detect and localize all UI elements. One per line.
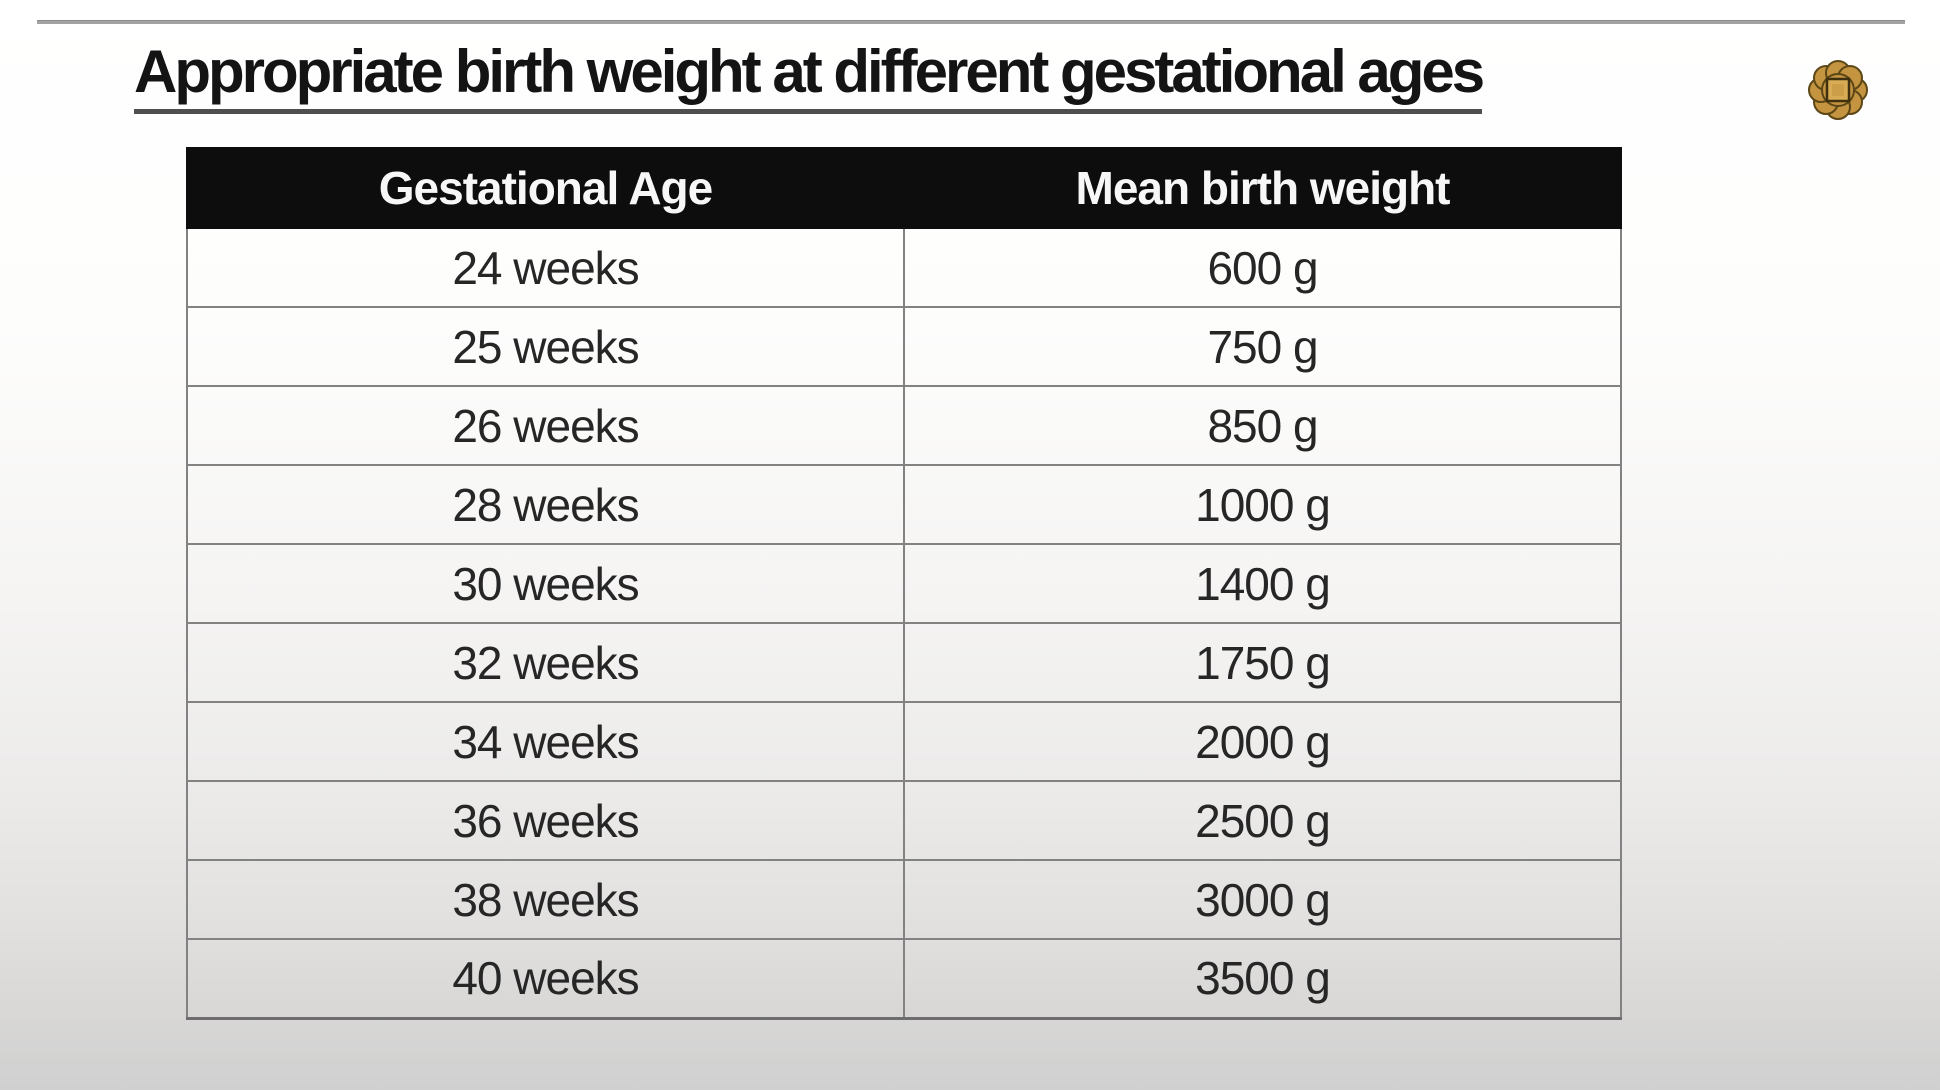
table-row: 30 weeks 1400 g — [186, 543, 1622, 624]
mean-weight-cell: 2000 g — [903, 701, 1622, 782]
mean-weight-cell: 850 g — [903, 385, 1622, 466]
gestational-age-cell: 38 weeks — [186, 859, 905, 940]
gestational-age-cell: 25 weeks — [186, 306, 905, 387]
gestational-age-cell: 26 weeks — [186, 385, 905, 466]
mean-weight-cell: 3500 g — [903, 938, 1622, 1020]
table-row: 32 weeks 1750 g — [186, 622, 1622, 703]
mean-weight-cell: 1750 g — [903, 622, 1622, 703]
gestational-age-cell: 32 weeks — [186, 622, 905, 703]
mean-birth-weight-header: Mean birth weight — [903, 147, 1622, 229]
top-divider — [37, 20, 1905, 24]
gestational-age-cell: 36 weeks — [186, 780, 905, 861]
table-header-row: Gestational Age Mean birth weight — [186, 147, 1622, 229]
mean-weight-cell: 1400 g — [903, 543, 1622, 624]
gestational-age-cell: 40 weeks — [186, 938, 905, 1020]
table-row: 36 weeks 2500 g — [186, 780, 1622, 861]
table-row: 34 weeks 2000 g — [186, 701, 1622, 782]
gestational-age-cell: 24 weeks — [186, 227, 905, 308]
birth-weight-table: Gestational Age Mean birth weight 24 wee… — [186, 147, 1622, 1020]
rosette-logo-icon — [1806, 58, 1870, 122]
table-row: 38 weeks 3000 g — [186, 859, 1622, 940]
mean-weight-cell: 600 g — [903, 227, 1622, 308]
table-row: 25 weeks 750 g — [186, 306, 1622, 387]
table-row: 28 weeks 1000 g — [186, 464, 1622, 545]
gestational-age-cell: 30 weeks — [186, 543, 905, 624]
gestational-age-cell: 28 weeks — [186, 464, 905, 545]
table-row: 40 weeks 3500 g — [186, 938, 1622, 1020]
gestational-age-cell: 34 weeks — [186, 701, 905, 782]
table-row: 24 weeks 600 g — [186, 227, 1622, 308]
page-title: Appropriate birth weight at different ge… — [134, 40, 1485, 114]
gestational-age-header: Gestational Age — [186, 147, 905, 229]
mean-weight-cell: 3000 g — [903, 859, 1622, 940]
mean-weight-cell: 1000 g — [903, 464, 1622, 545]
page-title-text: Appropriate birth weight at different ge… — [134, 40, 1485, 114]
mean-weight-cell: 2500 g — [903, 780, 1622, 861]
mean-weight-cell: 750 g — [903, 306, 1622, 387]
table-row: 26 weeks 850 g — [186, 385, 1622, 466]
